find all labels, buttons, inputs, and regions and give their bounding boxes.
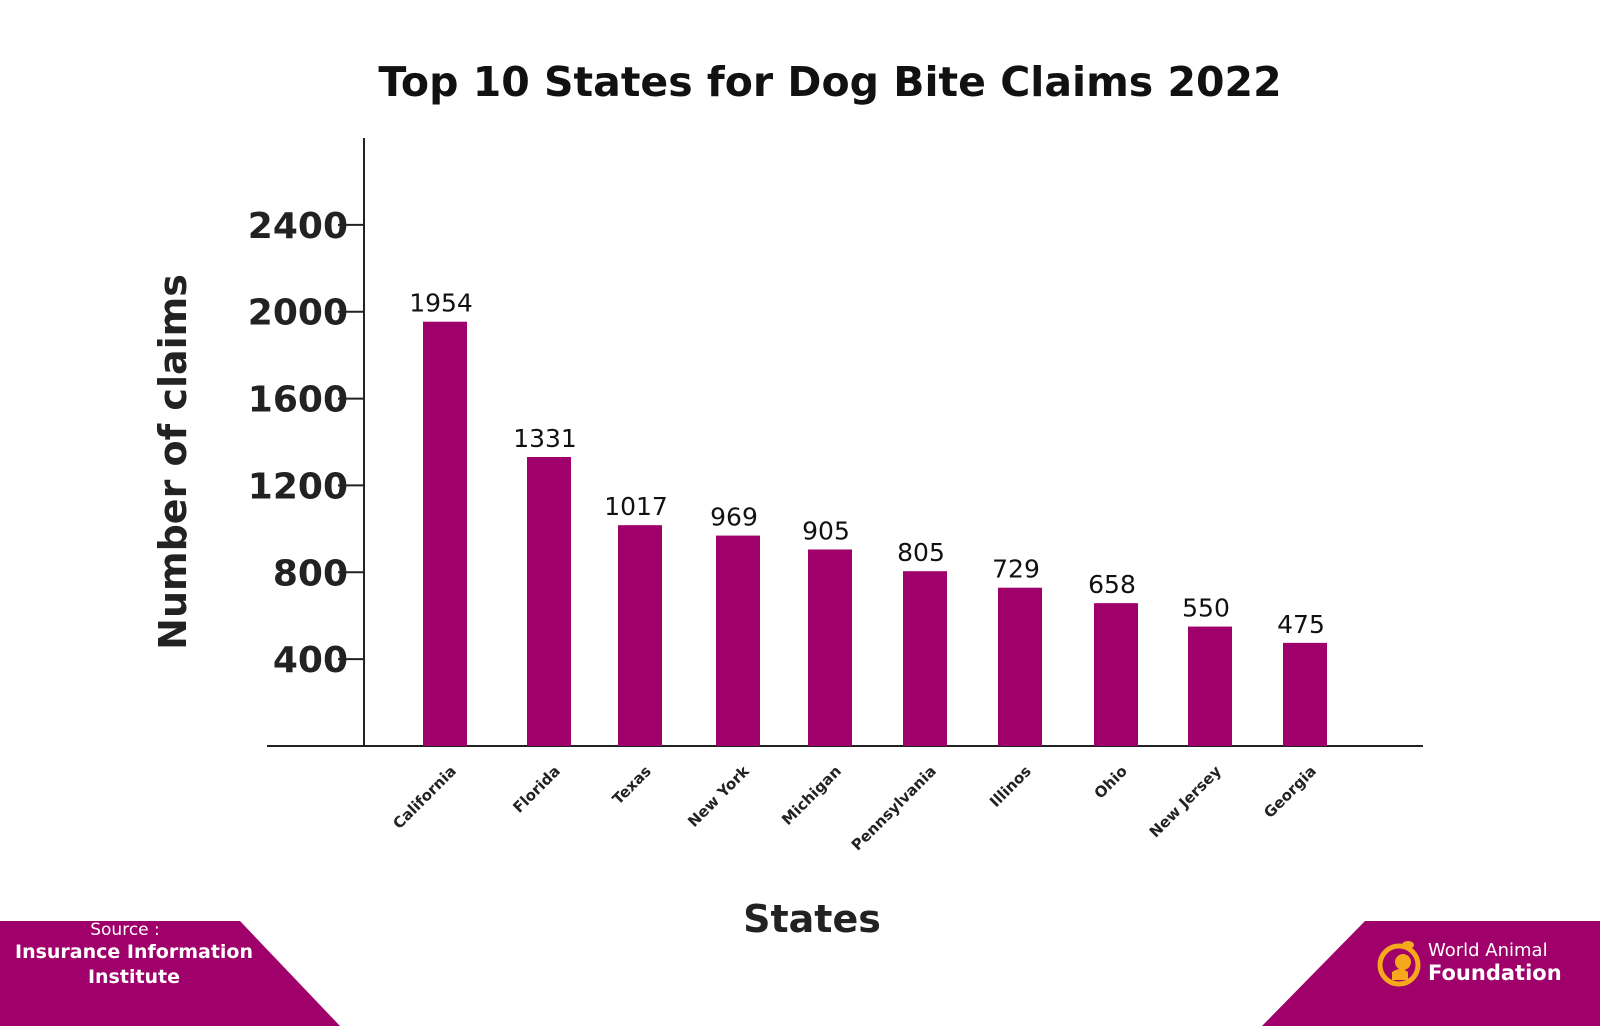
y-tick-label: 1200	[248, 466, 348, 507]
x-tick-label: Ohio	[1091, 762, 1131, 802]
x-tick-label: Pennsylvania	[848, 762, 940, 854]
data-label: 905	[802, 516, 850, 545]
data-label: 475	[1277, 610, 1325, 639]
x-tick-label: Florida	[509, 762, 564, 817]
data-label: 1017	[604, 492, 668, 521]
data-label: 550	[1182, 594, 1230, 623]
bar-pennsylvania	[903, 571, 947, 746]
x-tick-label: Michigan	[778, 762, 845, 829]
data-label: 805	[897, 538, 945, 567]
world-animal-foundation-logo-icon	[1377, 941, 1421, 987]
x-axis-label: States	[743, 897, 881, 941]
bar-california	[423, 321, 467, 746]
data-label: 969	[710, 503, 758, 532]
data-label: 729	[992, 555, 1040, 584]
bar-new-york	[716, 535, 760, 746]
y-tick-label: 1600	[248, 380, 348, 421]
data-label: 1954	[409, 289, 473, 318]
logo-text-line2: Foundation	[1428, 961, 1562, 985]
logo-text-line1: World Animal	[1428, 940, 1548, 961]
data-label: 1331	[513, 424, 577, 453]
bar-florida	[527, 456, 571, 746]
x-tick-label: California	[389, 762, 459, 832]
chart-title: Top 10 States for Dog Bite Claims 2022	[378, 58, 1281, 106]
bar-georgia	[1283, 642, 1327, 746]
source-label: Source :	[90, 920, 160, 940]
x-tick-label: Texas	[609, 762, 655, 808]
x-tick-label: Illinos	[986, 762, 1035, 811]
y-axis-label: Number of claims	[151, 274, 195, 650]
y-tick-label: 2400	[248, 206, 348, 247]
data-label: 658	[1088, 570, 1136, 599]
x-tick-label: New Jersey	[1146, 762, 1225, 841]
y-tick-label: 2000	[248, 293, 348, 334]
logo-banner	[1262, 921, 1600, 1026]
source-name-line1: Insurance Information	[15, 941, 253, 963]
bar-illinos	[998, 587, 1042, 746]
source-banner	[0, 921, 340, 1026]
source-name-line2: Institute	[88, 966, 180, 988]
bar-texas	[618, 525, 662, 746]
y-tick-label: 800	[273, 553, 348, 594]
bar-michigan	[808, 549, 852, 746]
x-tick-label: New York	[684, 761, 753, 830]
x-tick-label: Georgia	[1260, 762, 1320, 822]
bar-new-jersey	[1188, 626, 1232, 746]
y-tick-label: 400	[273, 640, 348, 681]
bar-ohio	[1094, 603, 1138, 746]
